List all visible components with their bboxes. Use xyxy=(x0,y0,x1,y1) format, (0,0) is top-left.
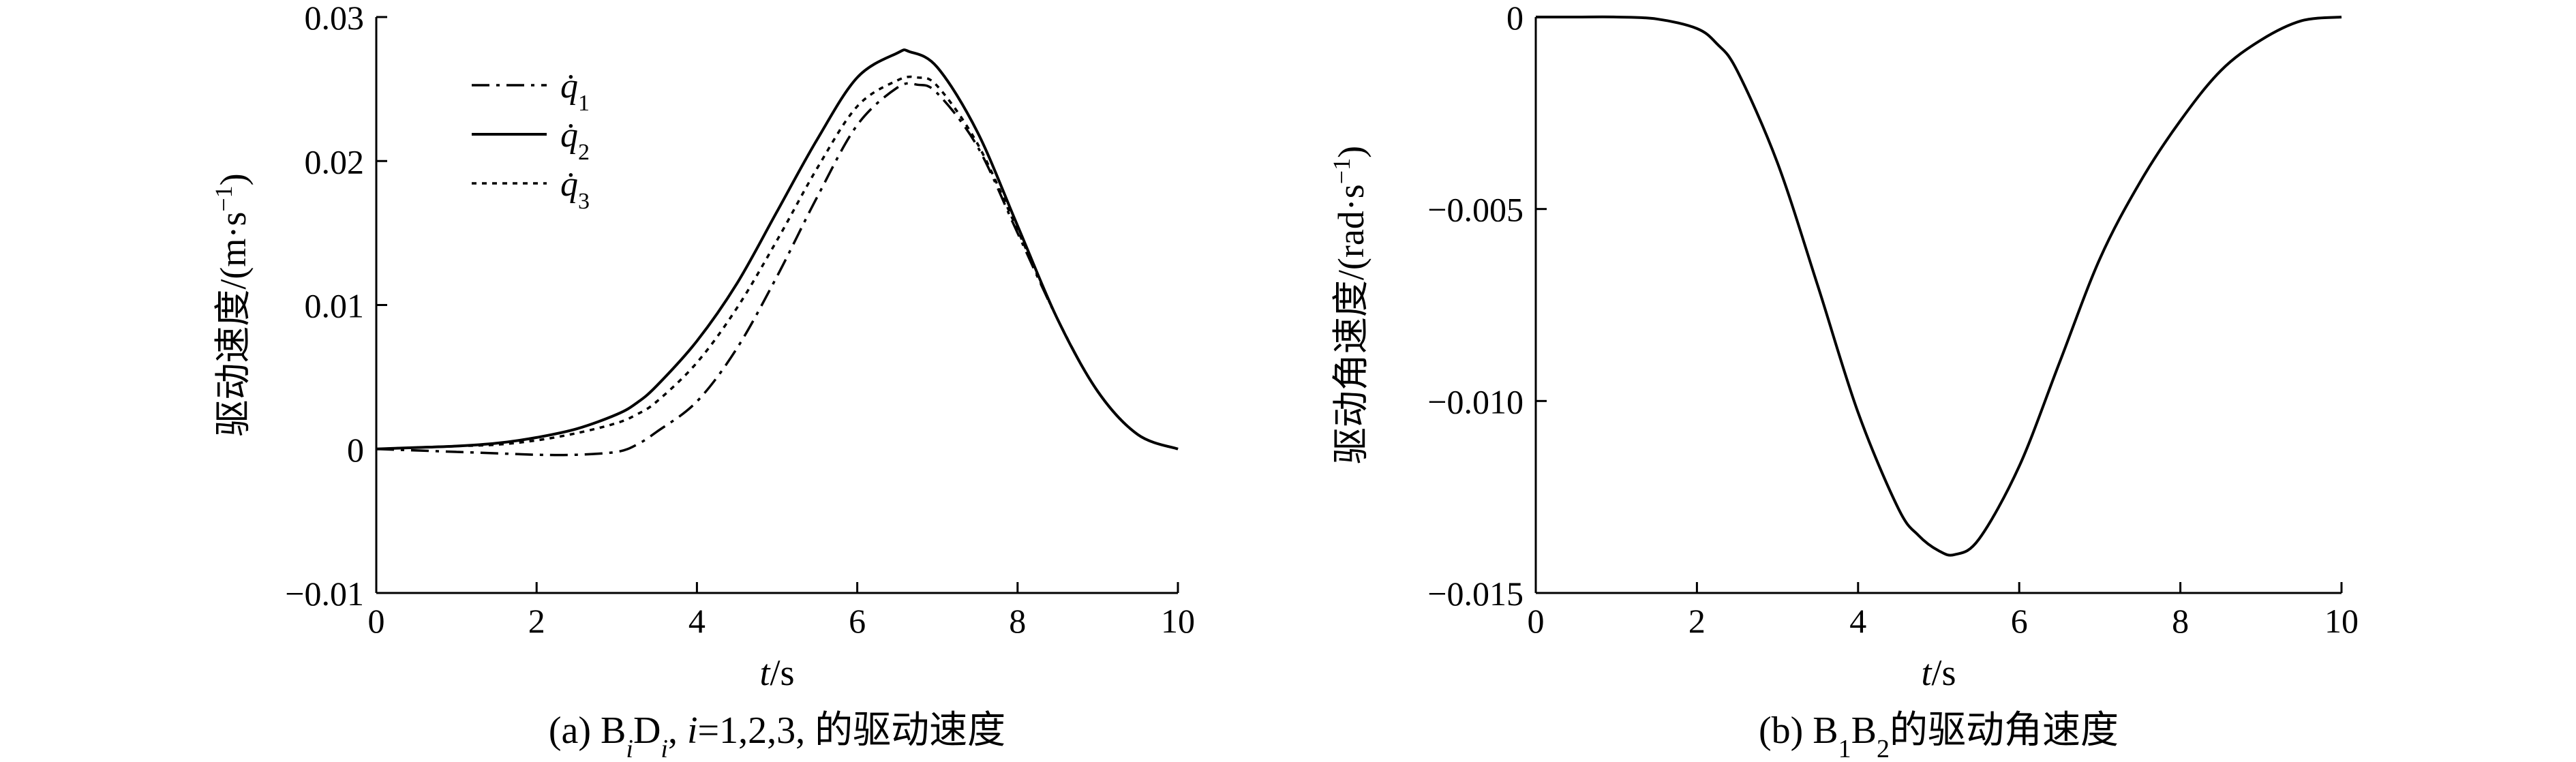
y-axis-label-a: 驱动速度/(m·s−1) xyxy=(210,173,254,436)
y-tick-label-a: 0 xyxy=(347,431,364,469)
chart-a-driving-velocity: 0 2 4 6 8 10−0.0100.010.020.03t/s驱动速度/(m·s−1)… xyxy=(210,0,1195,762)
y-tick-label-a: 0.01 xyxy=(305,287,365,325)
series-line-b-1 xyxy=(1536,15,2342,557)
chart-b-driving-angular-velocity: 0 2 4 6 8 10 0 −0.005 −0.010 −0.015 t/s 驱动角速度/(rad·… xyxy=(1328,0,2359,762)
x-axis-label-a: t/s xyxy=(759,652,794,693)
caption-a: (a) BiDi, i=1,2,3, 的驱动速度 xyxy=(549,710,1005,762)
y-tick-label-b: −0.010 xyxy=(1427,382,1524,421)
legend-label-1: q̇1 xyxy=(560,67,590,116)
x-tick-label-a: 6 xyxy=(849,602,866,640)
y-tick-label-a: −0.01 xyxy=(285,575,364,613)
legend-label-2: q̇2 xyxy=(560,116,590,165)
x-tick-label-a: 2 xyxy=(528,602,545,640)
x-tick-label-b: 0 xyxy=(1528,602,1545,640)
caption-b: (b) B1B2的驱动角速度 xyxy=(1759,710,2119,762)
x-tick-label-a: 4 xyxy=(688,602,706,640)
y-tick-label-a: 0.03 xyxy=(305,0,365,37)
y-tick-label-a: 0.02 xyxy=(305,142,365,181)
series-line-a-1 xyxy=(376,82,1179,457)
x-tick-label-b: 6 xyxy=(2011,602,2028,640)
x-axis-label-b: t/s xyxy=(1921,652,1956,693)
y-axis-label-b: 驱动角速度/(rad·s−1) xyxy=(1328,146,1372,464)
x-tick-label-a: 10 xyxy=(1161,602,1195,640)
x-tick-label-a: 8 xyxy=(1009,602,1026,640)
y-tick-label-b: −0.015 xyxy=(1427,575,1524,613)
x-tick-label-b: 8 xyxy=(2172,602,2189,640)
legend-label-3: q̇3 xyxy=(560,165,590,214)
y-tick-label-b: −0.005 xyxy=(1427,191,1524,229)
x-tick-label-b: 4 xyxy=(1849,602,1866,640)
x-tick-label-a: 0 xyxy=(368,602,385,640)
x-tick-label-b: 2 xyxy=(1688,602,1706,640)
series-line-a-3 xyxy=(376,75,1179,451)
y-tick-label-b: 0 xyxy=(1506,0,1524,37)
series-line-a-2 xyxy=(376,48,1179,451)
x-tick-label-b: 10 xyxy=(2324,602,2359,640)
